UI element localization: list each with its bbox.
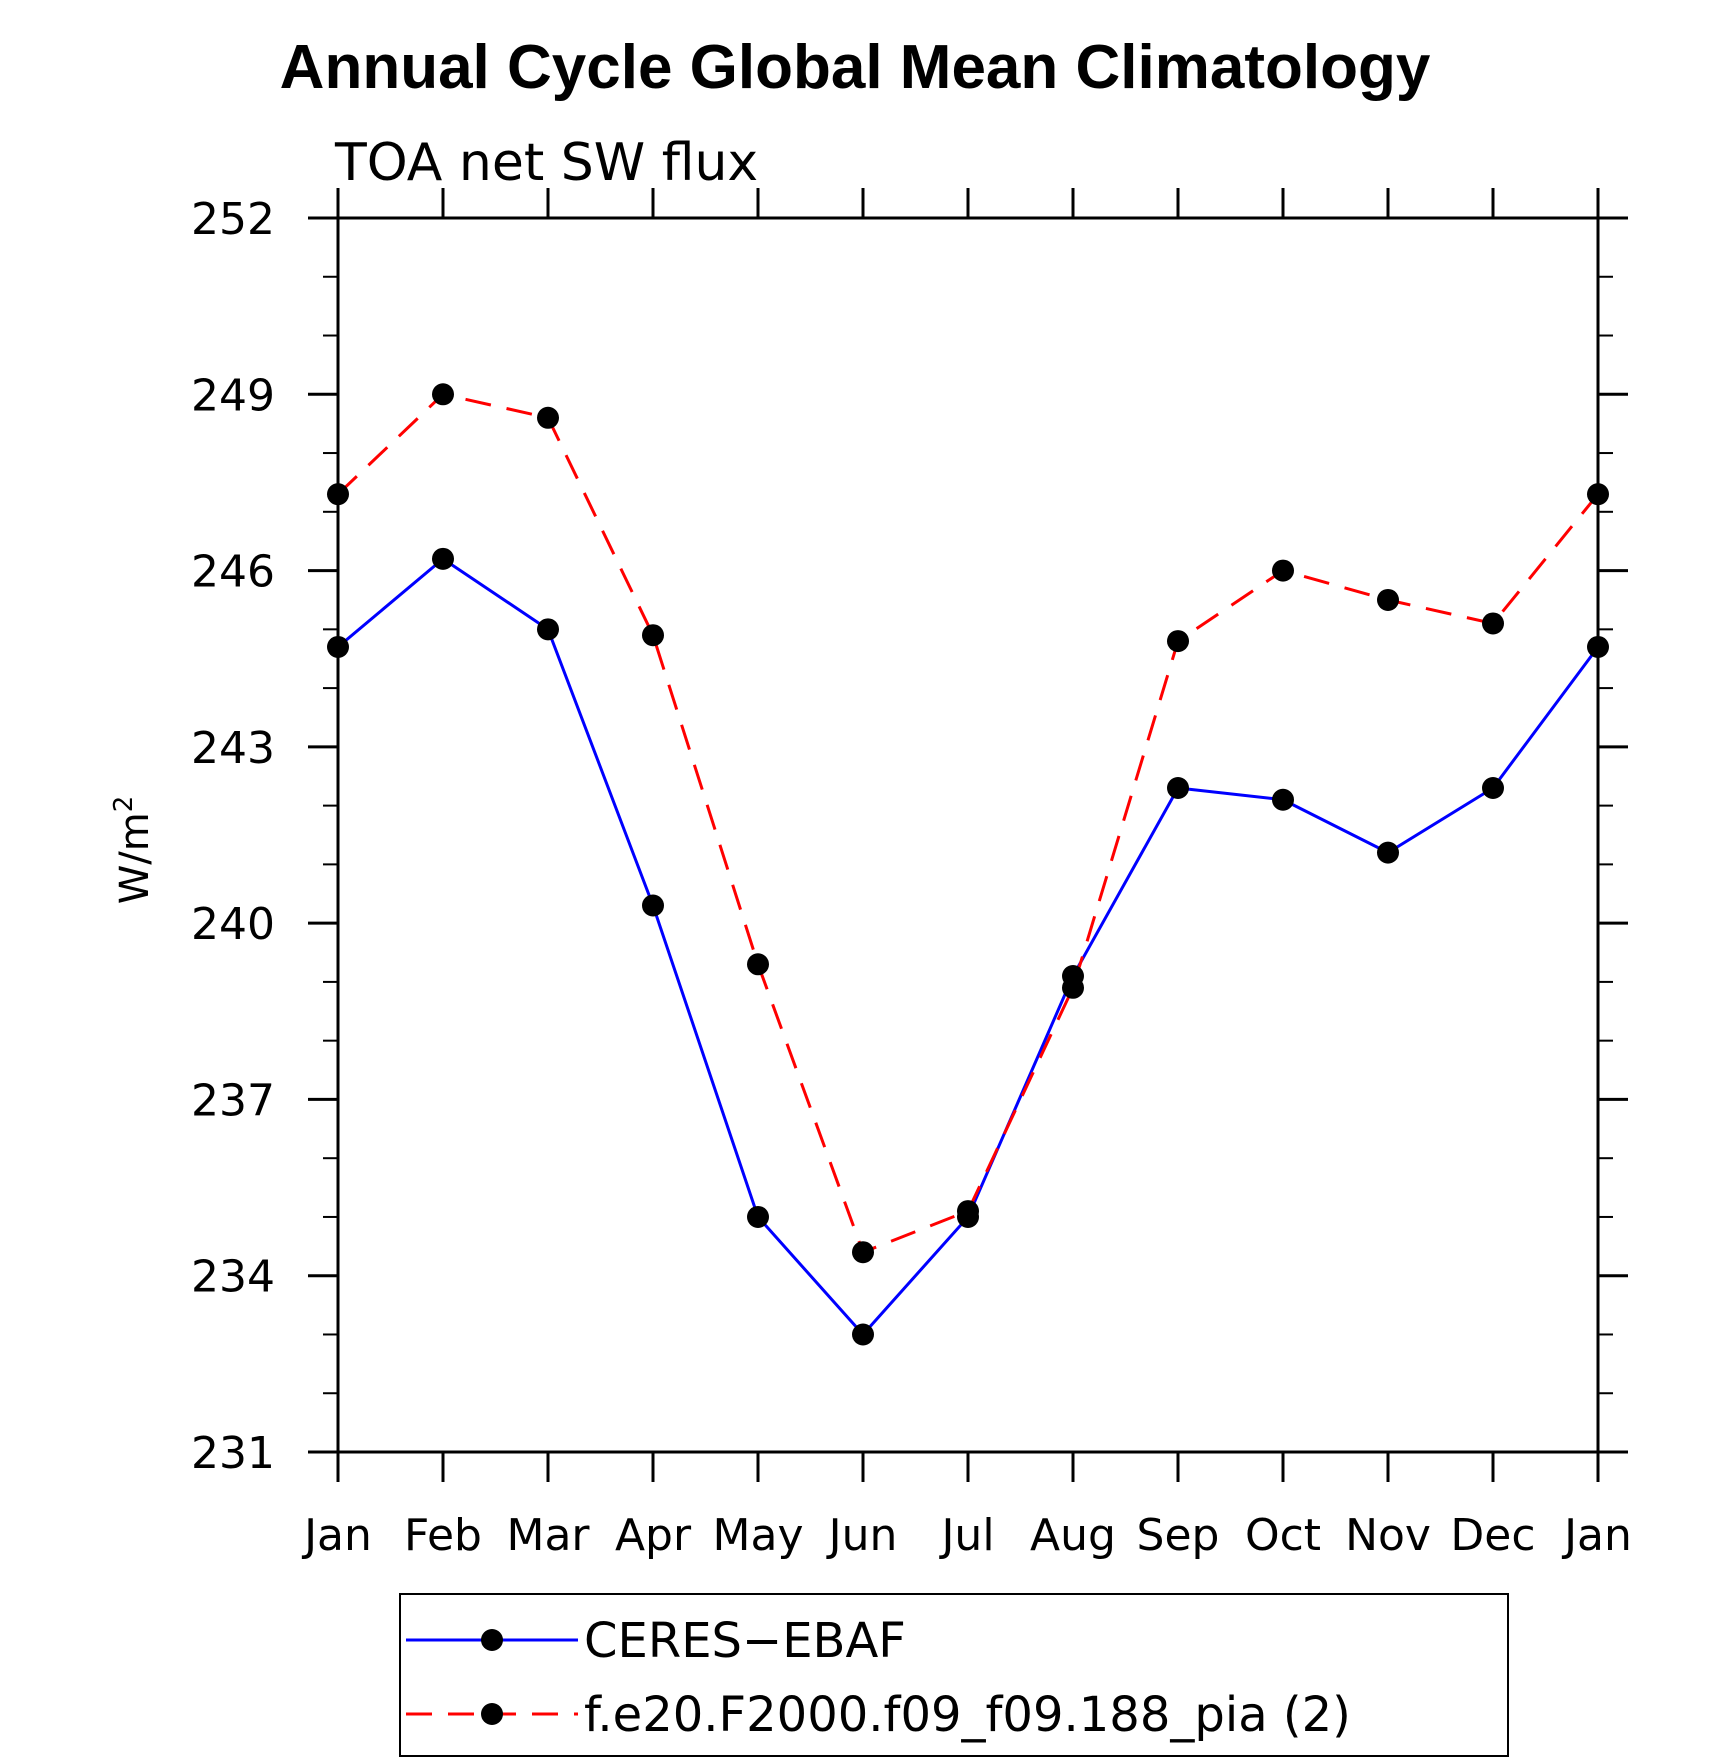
y-tick-label: 234 xyxy=(191,1252,275,1303)
data-point-series-2 xyxy=(1062,976,1084,999)
data-point-series-2 xyxy=(327,483,349,506)
y-axis-label-superscript: 2 xyxy=(109,796,139,813)
x-tick-label: Sep xyxy=(1137,1510,1220,1561)
chart-subtitle: TOA net SW flux xyxy=(334,133,758,193)
data-point-series-1 xyxy=(1587,635,1609,658)
data-point-series-1 xyxy=(642,894,664,917)
data-point-series-1 xyxy=(537,618,559,641)
data-point-series-2 xyxy=(642,624,664,647)
chart-title: Annual Cycle Global Mean Climatology xyxy=(280,33,1431,102)
series-line-2 xyxy=(336,392,1600,1255)
y-tick-label: 237 xyxy=(191,1075,275,1126)
legend-box xyxy=(399,1593,1509,1757)
data-point-series-1 xyxy=(747,1205,769,1228)
data-point-series-2 xyxy=(957,1200,979,1223)
legend-marker-1 xyxy=(481,1629,503,1651)
svg-text:W/m2: W/m2 xyxy=(109,796,158,905)
data-point-series-2 xyxy=(1482,612,1504,635)
legend-items: CERES−EBAF f.e20.F2000.f09_f09.188_pia (2… xyxy=(406,1613,1351,1743)
plot-frame xyxy=(336,216,1600,1454)
x-tick-label: Nov xyxy=(1345,1510,1431,1561)
data-point-series-2 xyxy=(1377,588,1399,611)
y-tick-label: 246 xyxy=(191,547,275,598)
data-point-series-2 xyxy=(1272,559,1294,582)
data-point-series-2 xyxy=(537,406,559,429)
x-tick-label: Apr xyxy=(615,1510,692,1561)
data-point-series-1 xyxy=(1272,788,1294,811)
legend: CERES−EBAF f.e20.F2000.f09_f09.188_pia (2… xyxy=(399,1593,1509,1757)
y-tick-label: 249 xyxy=(191,370,275,421)
x-tick-label: Feb xyxy=(404,1510,482,1561)
y-tick-label: 243 xyxy=(191,723,275,774)
legend-label-2: f.e20.F2000.f09_f09.188_pia (2) xyxy=(584,1687,1351,1743)
x-tick-label: Jul xyxy=(938,1510,994,1561)
data-point-series-1 xyxy=(1482,776,1504,799)
series-layer xyxy=(327,383,1609,1346)
x-tick-label: Jan xyxy=(301,1510,372,1561)
x-tick-label: Jun xyxy=(826,1510,898,1561)
y-tick-label: 240 xyxy=(191,899,275,950)
data-point-series-2 xyxy=(1587,483,1609,506)
y-axis-label: W/m2 xyxy=(109,796,158,905)
data-point-series-1 xyxy=(852,1323,874,1346)
data-point-series-2 xyxy=(852,1241,874,1264)
axes: Jan Feb Mar Apr May Jun Jul Aug Sep Oct Nov Dec Jan 2… xyxy=(191,188,1632,1561)
data-point-series-2 xyxy=(747,953,769,976)
legend-label-1: CERES−EBAF xyxy=(584,1613,906,1669)
data-point-series-1 xyxy=(432,547,454,570)
x-tick-label: Oct xyxy=(1245,1510,1321,1561)
x-tick-label: May xyxy=(713,1510,804,1561)
data-point-series-2 xyxy=(1167,630,1189,653)
y-axis-label-text: W/m xyxy=(112,812,158,904)
data-point-series-1 xyxy=(1377,841,1399,864)
data-point-series-2 xyxy=(432,383,454,406)
x-tick-label: Aug xyxy=(1030,1510,1116,1561)
data-point-series-1 xyxy=(327,635,349,658)
y-tick-label: 252 xyxy=(191,194,275,245)
data-point-series-1 xyxy=(1167,776,1189,799)
x-tick-label: Dec xyxy=(1450,1510,1535,1561)
x-tick-label: Jan xyxy=(1561,1510,1632,1561)
x-tick-label: Mar xyxy=(506,1510,590,1561)
legend-marker-2 xyxy=(481,1703,503,1725)
y-tick-label: 231 xyxy=(191,1428,275,1479)
